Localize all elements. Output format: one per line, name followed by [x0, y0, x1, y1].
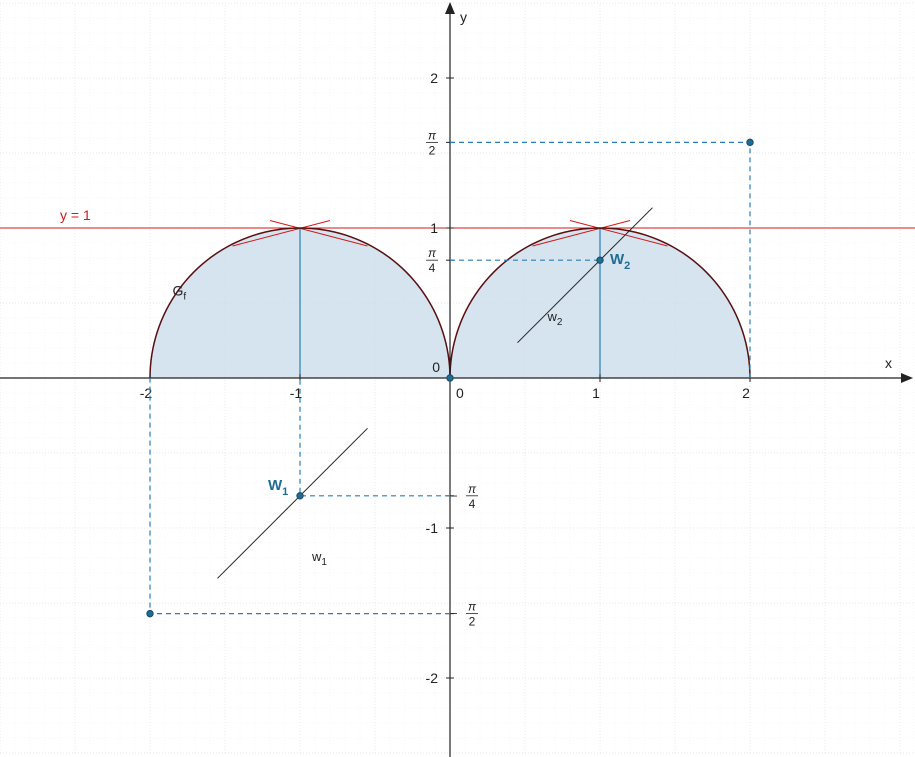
- point: [297, 493, 303, 499]
- x-tick-label: 2: [742, 385, 750, 401]
- svg-text:π: π: [468, 482, 477, 496]
- x-tick-label: 0: [456, 385, 464, 401]
- svg-text:4: 4: [469, 497, 476, 511]
- svg-text:π: π: [468, 600, 477, 614]
- svg-text:2: 2: [469, 615, 476, 629]
- point: [597, 257, 603, 263]
- y-tick-label: 1: [430, 220, 438, 236]
- w1-line-label: w1: [311, 549, 327, 568]
- y-tick-label: 2: [430, 70, 438, 86]
- svg-text:π: π: [428, 246, 437, 260]
- y-axis-label: y: [460, 9, 467, 25]
- x-axis-label: x: [885, 355, 892, 371]
- svg-text:4: 4: [429, 261, 436, 275]
- y-tick-label: -2: [426, 670, 439, 686]
- origin-label: 0: [432, 359, 440, 375]
- point: [447, 375, 453, 381]
- pi-fraction-label: −π2: [446, 600, 478, 629]
- coordinate-chart: y = 1-2-1012-2-1120xyπ2π4−π4−π2w1w2W1W2G…: [0, 0, 915, 757]
- pi-fraction-label: −π4: [446, 482, 478, 511]
- point: [147, 610, 153, 616]
- svg-text:2: 2: [429, 143, 436, 157]
- w1-point-label: W1: [268, 477, 288, 498]
- x-tick-label: 1: [592, 385, 600, 401]
- axes: -2-1012-2-1120xy: [0, 2, 913, 757]
- y-tick-label: -1: [426, 520, 439, 536]
- svg-text:π: π: [428, 128, 437, 142]
- point: [747, 139, 753, 145]
- asymptote-label: y = 1: [60, 207, 91, 223]
